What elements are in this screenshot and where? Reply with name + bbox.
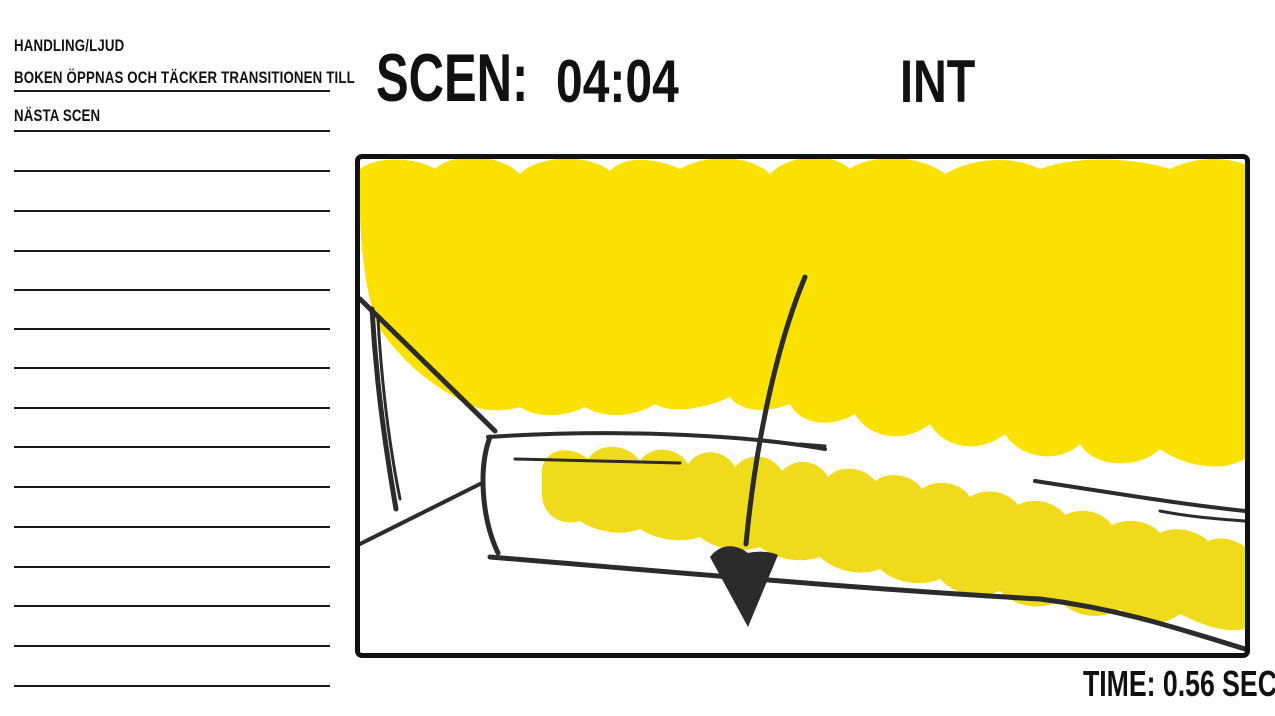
- note-rule: [14, 685, 330, 687]
- note-rule: [14, 170, 330, 172]
- note-rule: [14, 289, 330, 291]
- sketch-line-diagonal: [360, 296, 498, 434]
- sketch-line-tube-inner: [513, 457, 682, 465]
- note-line-text-2: NÄSTA SCEN: [14, 106, 101, 125]
- scene-label: SCEN:: [376, 40, 529, 116]
- note-rule: [14, 526, 330, 528]
- sketch-line-left-vertical: [369, 306, 399, 512]
- sketch-line-tube-left: [480, 434, 501, 556]
- sketch-line-tube-top: [486, 431, 827, 451]
- note-rule: [14, 486, 330, 488]
- sketch-drawing: [360, 159, 1245, 652]
- note-rule: [14, 605, 330, 607]
- sketch-line-right-tube: [1033, 479, 1245, 513]
- sketch-line-right-tube-2: [1158, 509, 1245, 523]
- pen-tip-shape: [710, 546, 778, 627]
- sketch-line-left-vertical-2: [376, 317, 402, 501]
- note-rule: [14, 367, 330, 369]
- note-rule: [14, 130, 330, 132]
- note-rule: [14, 645, 330, 647]
- storyboard-frame: [355, 154, 1250, 658]
- time-label: TIME: 0.56 SEC: [1083, 663, 1275, 704]
- yellow-highlight-top: [360, 159, 1245, 467]
- note-rule: [14, 250, 330, 252]
- note-rule: [14, 566, 330, 568]
- scene-number: 04:04: [556, 48, 679, 115]
- note-rule: [14, 328, 330, 330]
- sketch-line-tube-bottom: [487, 554, 1245, 652]
- sketch-line-lower-diagonal: [360, 482, 482, 546]
- scene-location: INT: [900, 48, 976, 115]
- note-rule: [14, 407, 330, 409]
- notes-heading: HANDLING/LJUD: [14, 36, 125, 55]
- yellow-highlight-bottom: [542, 446, 1245, 631]
- note-line-text-1: BOKEN ÖPPNAS OCH TÄCKER TRANSITIONEN TIL…: [14, 68, 355, 87]
- sketch-line-vertical-stroke: [743, 274, 808, 547]
- note-rule: [14, 90, 330, 92]
- sketch-line-tick: [798, 442, 827, 448]
- note-rule: [14, 446, 330, 448]
- note-rule: [14, 210, 330, 212]
